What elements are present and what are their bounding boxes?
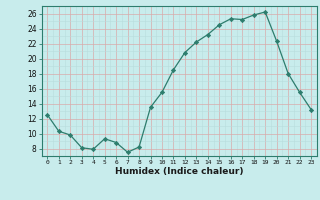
X-axis label: Humidex (Indice chaleur): Humidex (Indice chaleur): [115, 167, 244, 176]
